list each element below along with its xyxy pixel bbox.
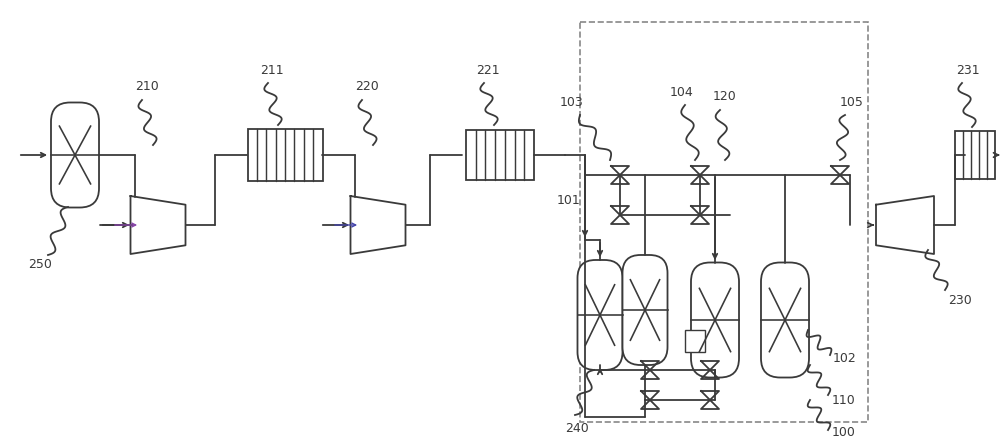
Text: 100: 100 (832, 426, 856, 438)
Text: 102: 102 (833, 351, 857, 365)
FancyBboxPatch shape (622, 255, 668, 365)
Text: 211: 211 (260, 64, 284, 76)
Text: 105: 105 (840, 96, 864, 110)
Text: 210: 210 (135, 80, 159, 94)
Text: 230: 230 (948, 293, 972, 306)
FancyBboxPatch shape (761, 263, 809, 377)
Bar (955, 131, 995, 179)
Text: 110: 110 (832, 393, 856, 407)
FancyBboxPatch shape (577, 260, 623, 370)
Bar (466, 130, 534, 180)
Text: 103: 103 (560, 96, 584, 110)
Text: 101: 101 (557, 194, 581, 206)
Text: 250: 250 (28, 259, 52, 271)
FancyBboxPatch shape (51, 103, 99, 207)
Text: 104: 104 (670, 87, 694, 99)
Text: 220: 220 (355, 80, 379, 94)
Text: 221: 221 (476, 64, 500, 76)
Bar (685, 330, 705, 352)
Text: 240: 240 (565, 422, 589, 434)
Text: 120: 120 (713, 91, 737, 103)
Text: 231: 231 (956, 64, 980, 76)
FancyBboxPatch shape (691, 263, 739, 377)
Bar (580, 22, 868, 422)
Bar (248, 129, 322, 181)
